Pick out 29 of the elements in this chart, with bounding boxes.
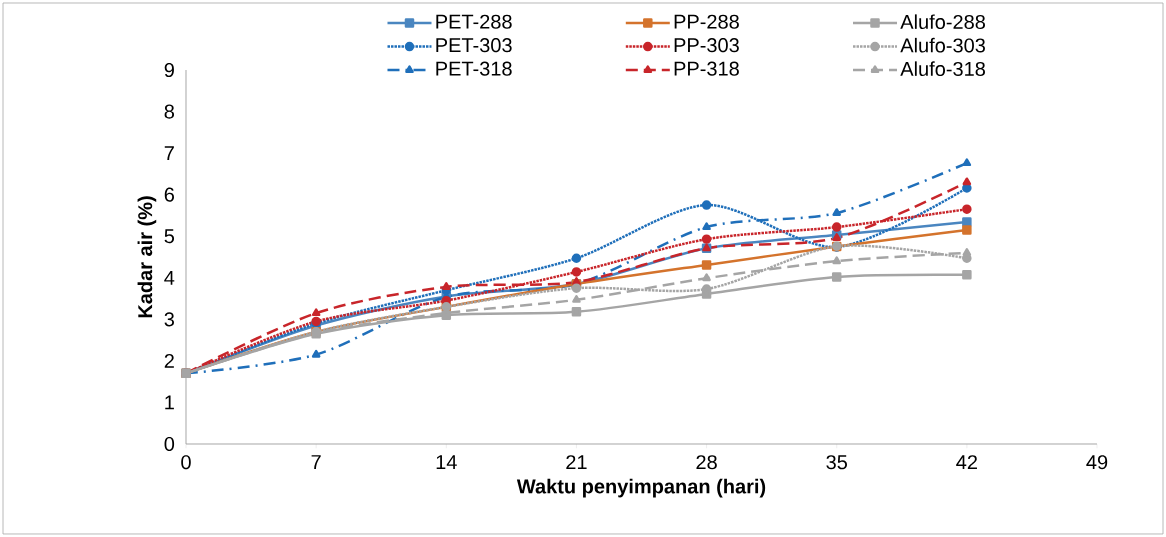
y-tick-label: 4 [164, 270, 175, 285]
y-tick-label: 1 [165, 395, 174, 410]
x-tick-label: 7 [311, 455, 321, 469]
y-tick-label: 9 [164, 62, 174, 78]
legend-label: PET-288 [436, 14, 512, 29]
x-tick-label: 49 [1086, 455, 1108, 470]
y-tick-label: 0 [164, 436, 175, 452]
legend-label: PET-318 [436, 61, 512, 76]
y-tick-label: 8 [164, 104, 175, 119]
legend-label: PP-303 [674, 38, 739, 53]
legend-label: Alufo-318 [900, 61, 985, 77]
y-tick-label: 7 [164, 146, 174, 160]
x-tick-label: 0 [181, 455, 191, 470]
legend-label: Alufo-303 [900, 37, 985, 53]
x-tick-label: 14 [436, 455, 457, 469]
y-tick-label: 3 [164, 312, 174, 327]
x-tick-label: 28 [696, 455, 717, 470]
legend-label: PET-303 [436, 38, 512, 53]
y-tick-label: 5 [164, 229, 175, 244]
y-tick-label: 2 [164, 353, 174, 368]
y-axis-title: Kadar air (%) [137, 196, 157, 318]
x-tick-label: 35 [826, 455, 847, 470]
legend-label: PP-318 [674, 61, 739, 76]
y-tick-label: 6 [164, 187, 174, 202]
x-tick-label: 42 [956, 455, 977, 470]
x-tick-label: 21 [566, 455, 587, 470]
x-axis-title: Waktu penyimpanan (hari) [516, 478, 766, 498]
legend-label: Alufo-288 [900, 14, 985, 30]
legend-label: PP-288 [674, 14, 739, 29]
